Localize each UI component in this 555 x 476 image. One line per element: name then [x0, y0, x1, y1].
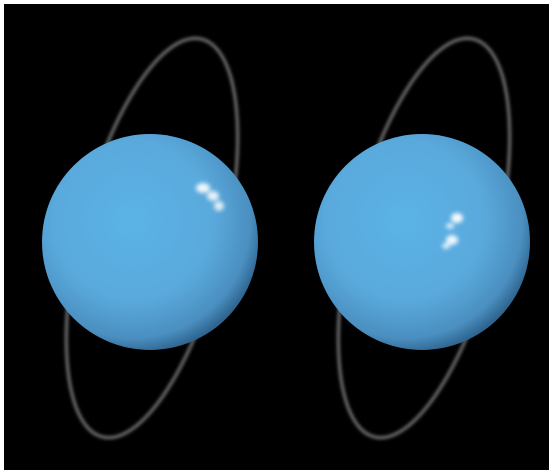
left-uranus: [42, 36, 258, 440]
planet: [314, 134, 530, 350]
right-uranus: [314, 36, 530, 440]
aurora: [196, 183, 224, 211]
aurora: [442, 213, 463, 249]
planet: [42, 134, 258, 350]
